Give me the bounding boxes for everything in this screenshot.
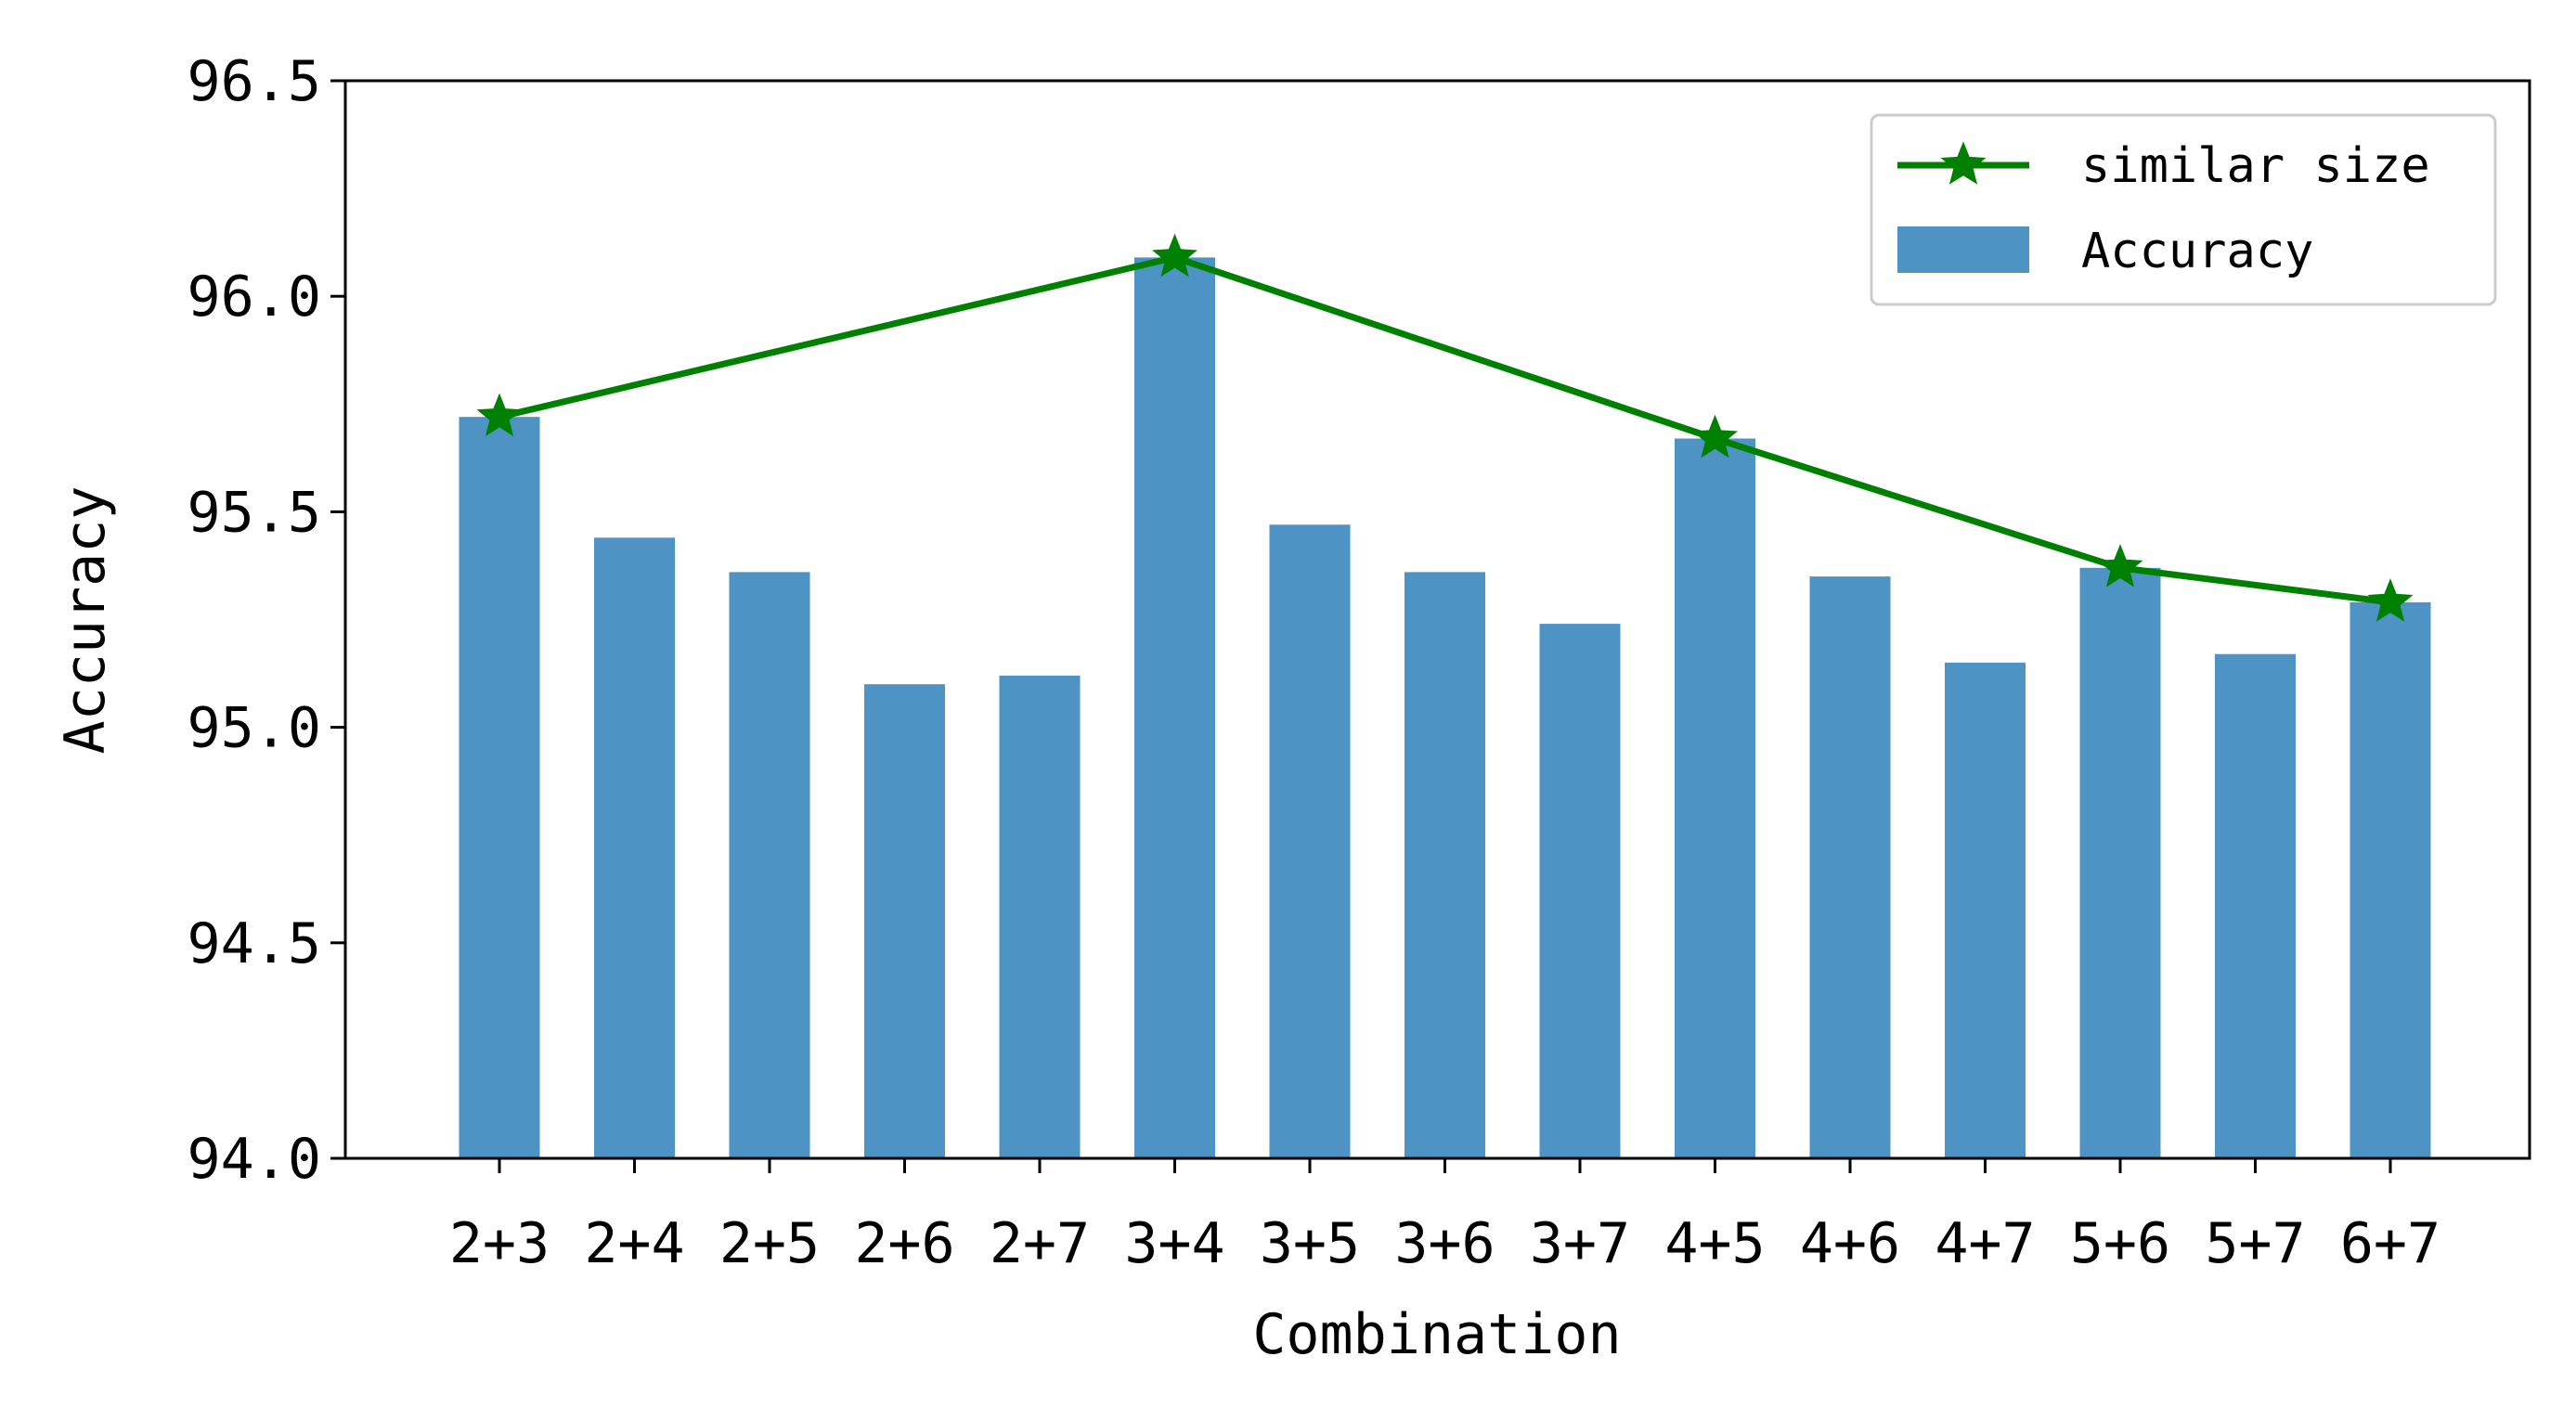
point-similar-size-4+5 bbox=[1691, 414, 1739, 459]
legend-bar-swatch bbox=[1897, 226, 2029, 273]
y-tick-label: 95.0 bbox=[188, 696, 322, 761]
x-tick-label: 5+7 bbox=[2205, 1211, 2305, 1276]
y-tick-label: 96.0 bbox=[188, 265, 322, 329]
legend-label-similar-size: similar size bbox=[2081, 138, 2430, 194]
x-tick-label: 3+5 bbox=[1260, 1211, 1360, 1276]
x-tick-label: 4+7 bbox=[1935, 1211, 2035, 1276]
x-tick-label: 4+6 bbox=[1800, 1211, 1900, 1276]
bar-2+6 bbox=[864, 684, 945, 1158]
bar-4+5 bbox=[1675, 438, 1755, 1158]
y-axis: 94.0 94.5 95.0 95.5 96.0 96.5 bbox=[188, 49, 345, 1192]
point-similar-size-6+7 bbox=[2367, 578, 2414, 622]
y-axis-label: Accuracy bbox=[53, 486, 118, 755]
point-similar-size-5+6 bbox=[2097, 544, 2143, 588]
series-line-similar-size bbox=[498, 253, 2391, 606]
bar-3+5 bbox=[1269, 524, 1351, 1158]
x-tick-label: 2+5 bbox=[719, 1211, 820, 1276]
x-tick-label: 5+6 bbox=[2070, 1211, 2170, 1276]
bar-4+7 bbox=[1945, 662, 2026, 1158]
bar-2+3 bbox=[459, 417, 540, 1158]
x-tick-label: 2+6 bbox=[854, 1211, 954, 1276]
legend: similar size Accuracy bbox=[1870, 113, 2497, 306]
bar-3+4 bbox=[1134, 257, 1215, 1158]
y-tick-label: 95.5 bbox=[188, 480, 322, 545]
y-tick-label: 96.5 bbox=[188, 49, 322, 114]
x-tick-label: 3+4 bbox=[1124, 1211, 1224, 1276]
plot-frame bbox=[343, 79, 2531, 1160]
point-similar-size-3+4 bbox=[1152, 233, 1197, 278]
bar-5+7 bbox=[2215, 653, 2296, 1158]
line-series-layer bbox=[476, 233, 2414, 622]
bar-2+5 bbox=[729, 572, 810, 1158]
x-tick-label: 4+5 bbox=[1664, 1211, 1765, 1276]
legend-label-accuracy: Accuracy bbox=[2081, 224, 2313, 279]
bar-3+6 bbox=[1405, 572, 1485, 1158]
bar-4+6 bbox=[1809, 576, 1891, 1158]
y-tick-label: 94.0 bbox=[188, 1127, 322, 1192]
x-tick-label: 6+7 bbox=[2340, 1211, 2440, 1276]
y-tick-label: 94.5 bbox=[188, 911, 322, 976]
x-tick-label: 3+7 bbox=[1530, 1211, 1630, 1276]
x-tick-label: 2+7 bbox=[990, 1211, 1090, 1276]
bar-2+7 bbox=[999, 675, 1081, 1158]
bar-3+7 bbox=[1539, 624, 1621, 1158]
bar-6+7 bbox=[2349, 601, 2431, 1158]
legend-star-icon bbox=[1940, 141, 1987, 185]
point-similar-size-2+3 bbox=[476, 393, 523, 437]
x-axis: 2+3 2+4 2+5 2+6 2+7 3+4 3+5 3+6 3+7 4+5 4+6 4+7 5+6 5… bbox=[449, 1158, 2440, 1276]
x-axis-label: Combination bbox=[1252, 1302, 1621, 1367]
x-tick-label: 2+3 bbox=[449, 1211, 550, 1276]
x-tick-label: 3+6 bbox=[1394, 1211, 1495, 1276]
bar-2+4 bbox=[594, 537, 675, 1158]
bars-layer bbox=[459, 257, 2431, 1158]
bar-5+6 bbox=[2079, 567, 2161, 1158]
x-tick-label: 2+4 bbox=[584, 1211, 684, 1276]
